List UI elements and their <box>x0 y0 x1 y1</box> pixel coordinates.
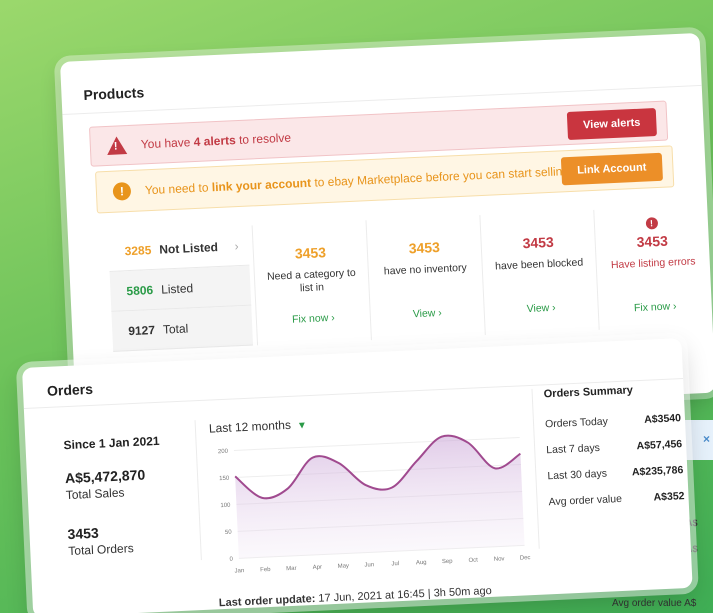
background-avg-order: Avg order value A$ <box>612 598 697 609</box>
x-tick-label: Apr <box>313 565 323 571</box>
since-date: Since 1 Jan 2021 <box>63 433 160 453</box>
link-your-account-link[interactable]: link your account <box>211 175 312 195</box>
x-tick-label: Nov <box>494 556 505 562</box>
x-tick-label: Jun <box>364 562 374 568</box>
tile-no-inventory: 3453 have no inventory View › <box>365 215 485 341</box>
product-issue-tiles: 3453 Need a category to list in Fix now … <box>251 204 713 346</box>
summary-row: Last 7 days A$57,456 <box>546 438 683 457</box>
link-account-button[interactable]: Link Account <box>560 152 664 186</box>
tile-blocked: 3453 have been blocked View › <box>479 209 599 336</box>
chevron-right-icon: › <box>234 238 239 253</box>
error-icon: ! <box>645 217 658 230</box>
x-tick-label: Dec <box>520 555 531 561</box>
y-tick-label: 150 <box>219 476 230 482</box>
products-title: Products <box>83 84 145 103</box>
tile-need-category: 3453 Need a category to list in Fix now … <box>251 220 371 346</box>
orders-summary: Orders Summary Orders Today A$3540 Last 7… <box>543 382 688 508</box>
x-tick-label: Aug <box>416 560 427 566</box>
orders-card: Orders Since 1 Jan 2021 A$5,472,870 Tota… <box>22 338 693 613</box>
close-icon[interactable]: × <box>702 432 710 446</box>
x-tick-label: Feb <box>260 567 271 573</box>
y-tick-label: 100 <box>220 503 231 509</box>
summary-row: Orders Today A$3540 <box>544 412 682 431</box>
x-tick-label: Jan <box>234 568 244 574</box>
chart-line <box>234 434 521 500</box>
side-item-total[interactable]: 9127 Total <box>111 305 254 352</box>
x-tick-label: Mar <box>286 566 297 572</box>
chart-area <box>235 435 525 559</box>
summary-row: Last 30 days A$235,786 <box>547 464 684 483</box>
x-tick-label: May <box>338 563 350 570</box>
listing-status-menu: 3285 Not Listed › 5806 Listed 9127 Total <box>107 225 254 352</box>
info-icon: ! <box>112 181 132 201</box>
period-dropdown[interactable]: Last 12 months ▼ <box>208 417 308 436</box>
alerts-text: You have 4 alerts to resolve <box>140 130 292 152</box>
y-tick-label: 0 <box>229 557 233 563</box>
view-link[interactable]: View › <box>526 301 556 316</box>
x-tick-label: Sep <box>442 559 454 566</box>
link-account-text: You need to link your account to ebay Ma… <box>144 163 573 198</box>
background-summary-fragment: A$ A$ <box>686 518 698 554</box>
side-item-listed[interactable]: 5806 Listed <box>109 265 252 312</box>
y-tick-label: 200 <box>218 449 229 455</box>
y-tick-label: 50 <box>225 530 233 536</box>
orders-summary-title: Orders Summary <box>543 384 634 401</box>
view-link[interactable]: View › <box>412 306 443 321</box>
fix-now-link[interactable]: Fix now › <box>291 311 335 326</box>
chevron-down-icon: ▼ <box>296 420 308 432</box>
sales-area-chart: 0 50 100 150 200 Jan Feb Mar Apr May Jun Jul Aug Sep… <box>218 434 531 575</box>
gridline <box>233 436 520 451</box>
x-tick-label: Oct <box>468 558 478 564</box>
fix-now-link[interactable]: Fix now › <box>633 300 677 315</box>
orders-chart: Last 12 months ▼ 0 50 100 150 200 Jan Feb Mar Ap… <box>207 407 539 612</box>
summary-row: Avg order value A$352 <box>548 490 685 509</box>
warning-icon: ! <box>106 136 128 155</box>
orders-title: Orders <box>46 380 94 399</box>
x-tick-label: Jul <box>391 561 399 567</box>
tile-listing-errors: ! 3453 Have listing errors Fix now › <box>593 204 713 330</box>
side-item-not-listed[interactable]: 3285 Not Listed › <box>107 225 250 272</box>
last-order-update: Last order update: 17 Jun, 2021 at 16:45… <box>218 584 493 610</box>
view-alerts-button[interactable]: View alerts <box>566 108 657 141</box>
orders-totals: Since 1 Jan 2021 A$5,472,870 Total Sales… <box>63 432 198 558</box>
